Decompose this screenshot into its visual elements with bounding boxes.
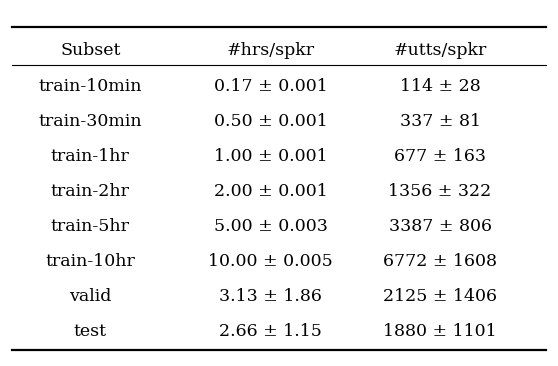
Text: 337 ± 81: 337 ± 81 <box>400 113 480 130</box>
Text: 10.00 ± 0.005: 10.00 ± 0.005 <box>208 253 333 270</box>
Text: 677 ± 163: 677 ± 163 <box>394 148 486 165</box>
Text: 6772 ± 1608: 6772 ± 1608 <box>383 253 497 270</box>
Text: 1880 ± 1101: 1880 ± 1101 <box>383 324 497 340</box>
Text: 1.00 ± 0.001: 1.00 ± 0.001 <box>214 148 328 165</box>
Text: 2.00 ± 0.001: 2.00 ± 0.001 <box>214 183 328 200</box>
Text: test: test <box>74 324 107 340</box>
Text: 114 ± 28: 114 ± 28 <box>400 78 480 95</box>
Text: train-30min: train-30min <box>39 113 142 130</box>
Text: 0.50 ± 0.001: 0.50 ± 0.001 <box>214 113 328 130</box>
Text: train-1hr: train-1hr <box>51 148 129 165</box>
Text: 2.66 ± 1.15: 2.66 ± 1.15 <box>219 324 322 340</box>
Text: train-5hr: train-5hr <box>51 219 129 235</box>
Text: 3.13 ± 1.86: 3.13 ± 1.86 <box>219 288 322 305</box>
Text: 0.17 ± 0.001: 0.17 ± 0.001 <box>214 78 328 95</box>
Text: train-2hr: train-2hr <box>51 183 129 200</box>
Text: train-10hr: train-10hr <box>45 253 135 270</box>
Text: 3387 ± 806: 3387 ± 806 <box>388 219 492 235</box>
Text: valid: valid <box>69 288 112 305</box>
Text: #hrs/spkr: #hrs/spkr <box>227 42 315 59</box>
Text: 5.00 ± 0.003: 5.00 ± 0.003 <box>214 219 328 235</box>
Text: 2125 ± 1406: 2125 ± 1406 <box>383 288 497 305</box>
Text: 1356 ± 322: 1356 ± 322 <box>388 183 492 200</box>
Text: #utts/spkr: #utts/spkr <box>393 42 487 59</box>
Text: train-10min: train-10min <box>39 78 142 95</box>
Text: Subset: Subset <box>60 42 121 59</box>
